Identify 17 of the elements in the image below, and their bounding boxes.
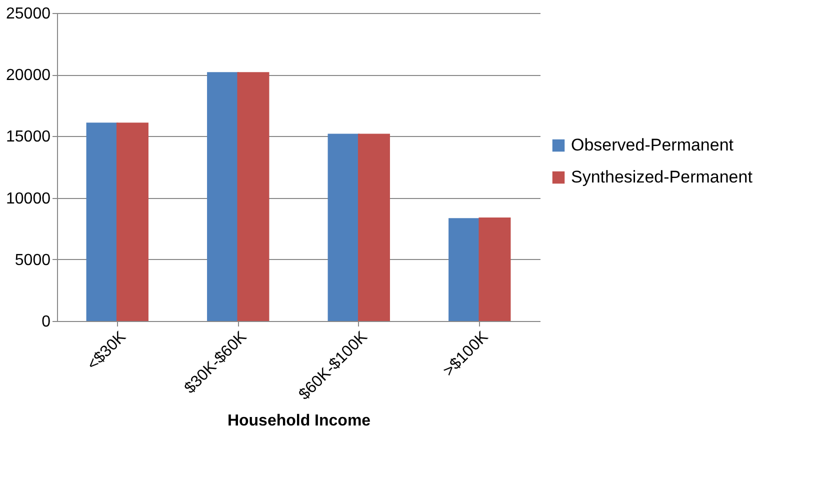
- y-tick-label: 0: [42, 314, 51, 330]
- bar: [116, 122, 148, 321]
- bar: [478, 218, 511, 321]
- y-tick-label: 10000: [6, 190, 51, 208]
- legend-label: Observed-Permanent: [571, 136, 734, 154]
- y-tick-label: 20000: [6, 67, 51, 84]
- y-tick-label: 25000: [6, 6, 51, 22]
- y-tick-label: 5000: [14, 252, 51, 269]
- bar: [328, 134, 360, 321]
- bar: [448, 218, 481, 321]
- x-axis-title: Household Income: [227, 412, 371, 430]
- bar: [207, 72, 240, 321]
- legend-label: Synthesized-Permanent: [571, 168, 753, 186]
- bar: [237, 72, 270, 321]
- bar: [86, 122, 118, 321]
- y-tick-label: 15000: [6, 128, 51, 146]
- bar: [358, 134, 390, 321]
